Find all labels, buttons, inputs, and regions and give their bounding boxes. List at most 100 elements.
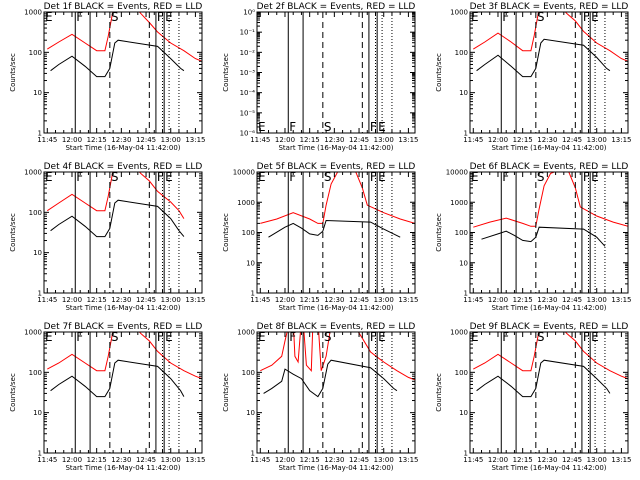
chart-title: Det 5f BLACK = Events, RED = LLD: [257, 162, 416, 172]
y-tick-label: 1: [251, 290, 255, 298]
y-tick-label: 10: [246, 259, 255, 267]
event-marker-label: E: [591, 170, 599, 184]
plot-frame: [43, 11, 203, 134]
event-marker-label: F: [289, 330, 296, 344]
series-events-line: [50, 359, 185, 398]
series-events-line: [476, 38, 611, 78]
event-marker-label: F: [76, 10, 83, 24]
series-lld-line: [47, 332, 202, 380]
y-tick-label: 1000: [450, 9, 468, 17]
x-tick-label: 12:00: [488, 456, 508, 464]
detector-panel: Det 4f BLACK = Events, RED = LLD E F S F E 1 10…: [0, 160, 213, 320]
y-tick-label: 10000: [446, 169, 468, 177]
y-tick-label: 100: [29, 369, 42, 377]
chart-title: Det 2f BLACK = Events, RED = LLD: [257, 2, 416, 12]
y-tick-label: 10⁻¹: [240, 29, 256, 37]
series-events-line: [476, 359, 611, 398]
y-tick-label: 1: [464, 450, 468, 458]
x-axis-label: Start Time (16-May-04 11:42:00): [278, 464, 393, 472]
x-tick-label: 13:15: [398, 456, 418, 464]
x-tick-label: 12:45: [562, 456, 582, 464]
y-tick-label: 100: [242, 369, 255, 377]
event-marker-label: E: [165, 10, 173, 24]
x-axis-label: Start Time (16-May-04 11:42:00): [491, 464, 606, 472]
y-tick-label: 100: [455, 369, 468, 377]
series-lld-line: [473, 12, 628, 62]
x-tick-label: 13:00: [374, 456, 394, 464]
x-tick-label: 13:15: [611, 136, 631, 144]
x-axis-label: Start Time (16-May-04 11:42:00): [65, 304, 180, 312]
y-tick-label: 1: [38, 130, 42, 138]
x-tick-label: 12:00: [488, 296, 508, 304]
x-tick-label: 12:45: [349, 296, 369, 304]
y-tick-label: 10: [246, 409, 255, 417]
event-marker-label: F: [370, 120, 377, 134]
y-tick-label: 100: [29, 209, 42, 217]
y-tick-label: 1000: [450, 199, 468, 207]
event-marker-label: F: [76, 330, 83, 344]
x-tick-label: 12:45: [136, 296, 156, 304]
event-marker-label: E: [591, 330, 599, 344]
detector-panel: Det 1f BLACK = Events, RED = LLD E F S F E 1 10…: [0, 0, 213, 160]
x-tick-label: 12:00: [488, 136, 508, 144]
chart-title: Det 4f BLACK = Events, RED = LLD: [44, 162, 203, 172]
event-marker-label: F: [502, 170, 509, 184]
x-tick-label: 13:00: [161, 296, 181, 304]
event-marker-label: E: [471, 170, 479, 184]
x-axis-label: Start Time (16-May-04 11:42:00): [278, 304, 393, 312]
y-tick-label: 10⁻³: [240, 69, 256, 77]
x-tick-label: 12:15: [87, 296, 107, 304]
x-tick-label: 12:30: [324, 136, 344, 144]
series-events-line: [50, 39, 185, 78]
event-marker-label: E: [378, 170, 386, 184]
y-axis-label: Counts/sec: [435, 373, 443, 412]
x-tick-label: 12:45: [562, 136, 582, 144]
y-tick-label: 1: [464, 130, 468, 138]
y-tick-label: 100: [455, 49, 468, 57]
x-tick-label: 12:15: [513, 456, 533, 464]
x-axis-label: Start Time (16-May-04 11:42:00): [491, 304, 606, 312]
y-axis-label: Counts/sec: [435, 53, 443, 92]
x-tick-label: 13:00: [374, 296, 394, 304]
plot-frame: [43, 171, 203, 294]
y-tick-label: 100: [29, 49, 42, 57]
y-tick-label: 10⁻²: [240, 49, 256, 57]
detector-panel: Det 5f BLACK = Events, RED = LLD E F S F E 1 10…: [213, 160, 426, 320]
x-axis-label: Start Time (16-May-04 11:42:00): [491, 144, 606, 152]
event-marker-label: E: [378, 330, 386, 344]
event-marker-label: F: [370, 170, 377, 184]
chart-title: Det 1f BLACK = Events, RED = LLD: [44, 2, 203, 12]
plot-frame: [469, 331, 629, 454]
series-lld-line: [260, 332, 415, 381]
series-lld-line: [47, 172, 185, 219]
x-tick-label: 11:45: [37, 296, 57, 304]
detector-panel: Det 3f BLACK = Events, RED = LLD E F S F E 1 10…: [426, 0, 639, 160]
y-tick-label: 10000: [233, 169, 255, 177]
x-tick-label: 12:15: [87, 136, 107, 144]
y-tick-label: 10: [459, 259, 468, 267]
event-marker-label: S: [537, 10, 545, 24]
x-tick-label: 13:00: [374, 136, 394, 144]
plot-frame: [469, 171, 629, 294]
y-axis-label: Counts/sec: [9, 53, 17, 92]
y-tick-label: 1000: [24, 329, 42, 337]
y-tick-label: 100: [242, 229, 255, 237]
x-tick-label: 13:15: [611, 296, 631, 304]
y-axis-label: Counts/sec: [222, 53, 230, 92]
x-axis-label: Start Time (16-May-04 11:42:00): [278, 144, 393, 152]
event-marker-label: S: [537, 170, 545, 184]
event-marker-label: S: [537, 330, 545, 344]
detector-panel: Det 8f BLACK = Events, RED = LLD E F S F E 1 10…: [213, 320, 426, 480]
y-tick-label: 1: [38, 290, 42, 298]
x-tick-label: 12:00: [62, 456, 82, 464]
event-marker-label: F: [289, 170, 296, 184]
x-tick-label: 13:00: [587, 456, 607, 464]
